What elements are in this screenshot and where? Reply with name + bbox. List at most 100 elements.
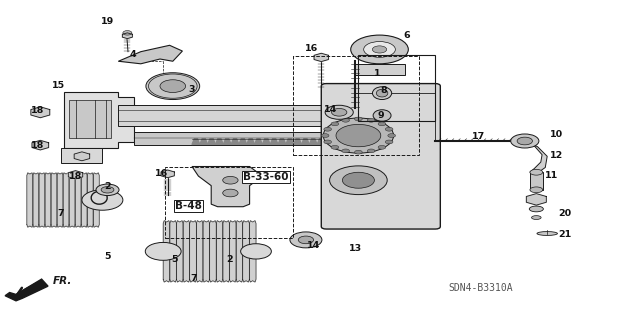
- Polygon shape: [45, 173, 51, 227]
- Polygon shape: [250, 221, 256, 282]
- Polygon shape: [161, 170, 174, 178]
- Polygon shape: [163, 221, 170, 282]
- Polygon shape: [223, 221, 230, 282]
- Polygon shape: [317, 139, 325, 145]
- Circle shape: [378, 122, 386, 126]
- Circle shape: [351, 35, 408, 64]
- Polygon shape: [5, 279, 48, 301]
- Polygon shape: [87, 173, 93, 227]
- Ellipse shape: [530, 187, 543, 193]
- Text: 16: 16: [156, 169, 168, 178]
- Circle shape: [331, 122, 339, 126]
- Polygon shape: [51, 173, 57, 227]
- Circle shape: [342, 118, 349, 122]
- Text: 13: 13: [349, 244, 362, 253]
- Polygon shape: [64, 92, 134, 148]
- Text: 12: 12: [550, 151, 563, 160]
- Text: FR.: FR.: [52, 276, 72, 286]
- Circle shape: [321, 134, 329, 137]
- Circle shape: [364, 41, 396, 57]
- Polygon shape: [122, 33, 132, 39]
- Bar: [61, 148, 102, 163]
- Polygon shape: [177, 221, 183, 282]
- Text: 14: 14: [307, 241, 320, 250]
- Polygon shape: [526, 194, 547, 205]
- Polygon shape: [200, 139, 207, 145]
- Ellipse shape: [376, 89, 388, 97]
- Text: SDN4-B3310A: SDN4-B3310A: [448, 283, 513, 293]
- Circle shape: [385, 140, 393, 144]
- Polygon shape: [255, 139, 262, 145]
- Circle shape: [388, 134, 396, 137]
- Polygon shape: [118, 45, 182, 64]
- FancyBboxPatch shape: [321, 84, 440, 229]
- Text: 14: 14: [324, 105, 337, 114]
- Polygon shape: [207, 139, 216, 145]
- Ellipse shape: [372, 87, 392, 100]
- Polygon shape: [210, 221, 216, 282]
- Text: 11: 11: [545, 171, 558, 180]
- Circle shape: [332, 108, 347, 116]
- Text: 9: 9: [378, 111, 384, 120]
- Circle shape: [385, 127, 393, 131]
- Circle shape: [517, 137, 532, 145]
- Polygon shape: [325, 139, 333, 145]
- Circle shape: [355, 150, 362, 154]
- Circle shape: [331, 145, 339, 149]
- Polygon shape: [196, 221, 203, 282]
- Polygon shape: [203, 221, 210, 282]
- Circle shape: [290, 232, 322, 248]
- Bar: [358, 55, 435, 121]
- Circle shape: [342, 172, 374, 188]
- Circle shape: [82, 190, 123, 210]
- Text: 18: 18: [31, 106, 44, 115]
- Circle shape: [367, 118, 375, 122]
- Text: 2: 2: [104, 182, 111, 191]
- Polygon shape: [294, 139, 301, 145]
- Polygon shape: [39, 173, 45, 227]
- Polygon shape: [243, 221, 250, 282]
- Circle shape: [123, 31, 132, 35]
- Circle shape: [223, 189, 238, 197]
- Polygon shape: [74, 152, 90, 161]
- Polygon shape: [278, 139, 286, 145]
- Polygon shape: [526, 141, 547, 173]
- Polygon shape: [270, 139, 278, 145]
- Circle shape: [96, 184, 119, 196]
- Circle shape: [330, 166, 387, 195]
- Text: 6: 6: [403, 31, 410, 40]
- Polygon shape: [314, 53, 328, 62]
- Text: 1: 1: [374, 69, 381, 78]
- Polygon shape: [170, 221, 177, 282]
- Polygon shape: [57, 173, 63, 227]
- Circle shape: [378, 145, 386, 149]
- Bar: [165, 167, 293, 238]
- Circle shape: [372, 46, 387, 53]
- Polygon shape: [192, 139, 200, 145]
- Polygon shape: [31, 107, 50, 118]
- Circle shape: [298, 236, 314, 244]
- Text: 21: 21: [558, 230, 571, 239]
- Circle shape: [160, 80, 186, 93]
- Circle shape: [241, 244, 271, 259]
- Text: 4: 4: [130, 50, 136, 59]
- Text: 10: 10: [550, 130, 563, 139]
- Circle shape: [223, 176, 238, 184]
- Polygon shape: [223, 139, 231, 145]
- Polygon shape: [192, 167, 262, 207]
- Polygon shape: [301, 139, 309, 145]
- Ellipse shape: [529, 206, 543, 212]
- Polygon shape: [262, 139, 270, 145]
- Circle shape: [145, 242, 181, 260]
- Polygon shape: [231, 139, 239, 145]
- Polygon shape: [216, 221, 223, 282]
- Polygon shape: [75, 173, 81, 227]
- Text: 19: 19: [101, 17, 114, 26]
- Text: 18: 18: [69, 172, 82, 181]
- Polygon shape: [33, 173, 39, 227]
- Ellipse shape: [537, 232, 557, 235]
- Ellipse shape: [531, 216, 541, 219]
- Polygon shape: [216, 139, 223, 145]
- Text: 8: 8: [381, 86, 387, 95]
- Text: 5: 5: [171, 256, 177, 264]
